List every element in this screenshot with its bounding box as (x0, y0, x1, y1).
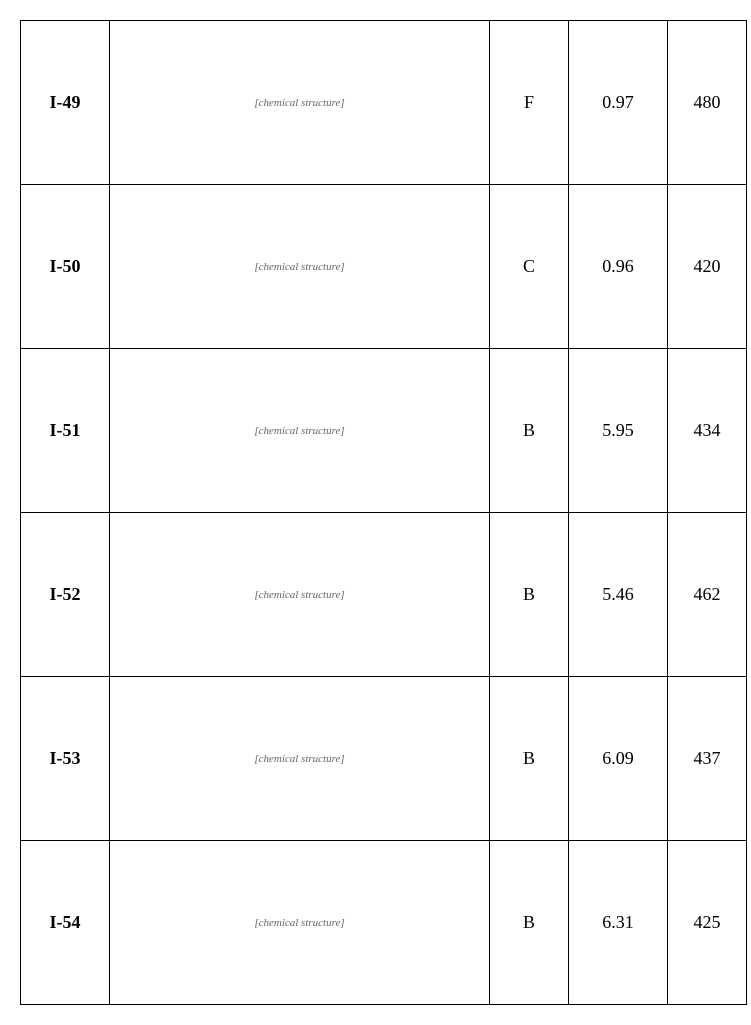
chemical-structure-icon: [chemical structure] (114, 28, 485, 178)
compound-id-cell: I-51 (21, 349, 110, 513)
structure-cell: [chemical structure] (110, 185, 490, 349)
value-c5: 425 (694, 912, 721, 932)
value-c4: 5.46 (602, 584, 634, 604)
compound-id-cell: I-54 (21, 841, 110, 1005)
table-row: I-51 [chemical structure] B 5.95 434 (21, 349, 747, 513)
compound-id-cell: I-53 (21, 677, 110, 841)
chemical-structure-icon: [chemical structure] (114, 192, 485, 342)
compound-id: I-53 (50, 748, 81, 768)
compound-id: I-51 (50, 420, 81, 440)
value-c5: 437 (694, 748, 721, 768)
value-c3: F (524, 92, 534, 112)
compound-id-cell: I-50 (21, 185, 110, 349)
value-c5-cell: 434 (668, 349, 747, 513)
structure-cell: [chemical structure] (110, 677, 490, 841)
value-c4-cell: 5.95 (569, 349, 668, 513)
structure-cell: [chemical structure] (110, 21, 490, 185)
value-c4: 5.95 (602, 420, 634, 440)
value-c3-cell: F (490, 21, 569, 185)
table-row: I-49 [chemical structure] F 0.97 480 (21, 21, 747, 185)
structure-cell: [chemical structure] (110, 349, 490, 513)
value-c4-cell: 6.31 (569, 841, 668, 1005)
chemical-structure-icon: [chemical structure] (114, 848, 485, 998)
value-c4: 0.96 (602, 256, 634, 276)
value-c3: B (523, 912, 535, 932)
compound-id: I-50 (50, 256, 81, 276)
compound-id-cell: I-52 (21, 513, 110, 677)
compound-id: I-49 (50, 92, 81, 112)
value-c3-cell: B (490, 841, 569, 1005)
value-c5: 462 (694, 584, 721, 604)
value-c3: B (523, 584, 535, 604)
table-row: I-54 [chemical structure] B 6.31 425 (21, 841, 747, 1005)
value-c4-cell: 0.97 (569, 21, 668, 185)
value-c4-cell: 0.96 (569, 185, 668, 349)
table-row: I-52 [chemical structure] B 5.46 462 (21, 513, 747, 677)
value-c4-cell: 5.46 (569, 513, 668, 677)
value-c5-cell: 425 (668, 841, 747, 1005)
compound-table: I-49 [chemical structure] F 0.97 480 I-50 [che… (20, 20, 747, 1005)
compound-table-wrap: I-49 [chemical structure] F 0.97 480 I-50 [che… (20, 20, 731, 1005)
value-c3: C (523, 256, 535, 276)
value-c5-cell: 420 (668, 185, 747, 349)
value-c5: 434 (694, 420, 721, 440)
value-c3-cell: B (490, 513, 569, 677)
value-c5-cell: 437 (668, 677, 747, 841)
value-c5: 480 (694, 92, 721, 112)
chemical-structure-icon: [chemical structure] (114, 684, 485, 834)
value-c5-cell: 480 (668, 21, 747, 185)
value-c3-cell: B (490, 349, 569, 513)
structure-cell: [chemical structure] (110, 841, 490, 1005)
value-c4: 6.31 (602, 912, 634, 932)
value-c5-cell: 462 (668, 513, 747, 677)
table-row: I-53 [chemical structure] B 6.09 437 (21, 677, 747, 841)
chemical-structure-icon: [chemical structure] (114, 356, 485, 506)
chemical-structure-icon: [chemical structure] (114, 520, 485, 670)
value-c5: 420 (694, 256, 721, 276)
value-c4-cell: 6.09 (569, 677, 668, 841)
value-c4: 0.97 (602, 92, 634, 112)
compound-table-body: I-49 [chemical structure] F 0.97 480 I-50 [che… (21, 21, 747, 1005)
value-c3-cell: C (490, 185, 569, 349)
table-row: I-50 [chemical structure] C 0.96 420 (21, 185, 747, 349)
value-c3: B (523, 748, 535, 768)
compound-id-cell: I-49 (21, 21, 110, 185)
structure-cell: [chemical structure] (110, 513, 490, 677)
compound-id: I-54 (50, 912, 81, 932)
value-c3: B (523, 420, 535, 440)
compound-id: I-52 (50, 584, 81, 604)
value-c4: 6.09 (602, 748, 634, 768)
value-c3-cell: B (490, 677, 569, 841)
